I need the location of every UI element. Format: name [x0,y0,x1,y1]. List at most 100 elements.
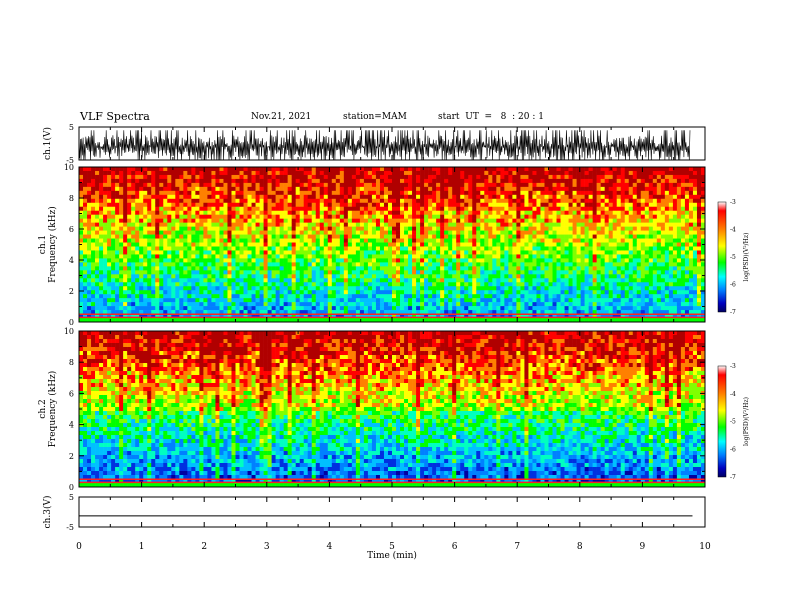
spectrogram-cell [488,254,493,259]
spectrogram-cell [375,174,381,180]
spectrogram-cell [135,278,140,283]
spectrogram-cell [400,286,405,291]
spectrogram-cell [540,262,545,267]
spectrogram-cell [275,178,280,184]
spectrogram-cell [319,250,325,255]
spectrogram-cell [159,262,164,267]
spectrogram-cell [528,174,533,180]
spectrogram-cell [552,226,557,231]
spectrogram-cell [291,190,296,196]
spectrogram-cell [416,310,421,315]
spectrogram-cell [243,198,248,204]
spectrogram-cell [363,306,369,311]
spectrogram-cell [299,302,305,307]
spectrogram-cell [159,270,164,275]
spectrogram-cell [99,266,104,271]
spectrogram-cell [259,250,264,255]
spectrogram-cell [99,194,104,200]
spectrogram-cell [151,306,156,311]
spectrogram-cell [584,222,589,227]
spectrogram-cell [79,218,84,223]
spectrogram-cell [480,226,485,231]
spectrogram-cell [331,174,337,180]
spectrogram-cell [155,314,160,319]
spectrogram-cell [183,266,188,271]
spectrogram-cell [323,174,329,180]
spectrogram-cell [291,266,296,271]
spectrogram-cell [392,258,397,263]
spectrogram-cell [355,234,361,239]
spectrogram-cell [139,202,144,208]
spectrogram-cell [155,186,160,192]
spectrogram-cell [387,170,393,176]
spectrogram-cell [371,254,377,259]
spectrogram-cell [207,294,212,299]
spectrogram-cell [371,278,377,283]
spectrogram-cell [532,202,537,208]
spectrogram-cell [147,167,152,172]
spectrogram-cell [139,262,144,267]
spectrogram-cell [424,266,429,271]
spectrogram-cell [191,198,196,204]
spectrogram-cell [440,206,445,212]
spectrogram-cell [343,170,349,176]
spectrogram-cell [147,242,152,247]
spectrogram-cell [211,318,216,323]
spectrogram-cell [564,206,569,212]
spectrogram-cell [448,206,453,212]
spectrogram-cell [436,258,441,263]
spectrogram-cell [299,170,305,176]
spectrogram-cell [488,282,493,287]
spectrogram-cell [111,294,116,299]
spectrogram-cell [131,210,136,215]
spectrogram-cell [103,294,108,299]
spectrogram-cell [115,246,120,251]
spectrogram-cell [512,274,517,279]
spectrogram-cell [496,298,501,303]
spectrogram-cell [263,218,268,223]
spectrogram-cell [536,254,541,259]
spectrogram-cell [576,186,581,192]
spectrogram-cell [223,318,228,323]
spectrogram-cell [83,214,88,219]
spectrogram-cell [456,306,461,311]
spectrogram-cell [135,266,140,271]
spectrogram-cell [404,282,409,287]
spectrogram-cell [496,314,501,319]
spectrogram-cell [159,258,164,263]
spectrogram-cell [83,242,88,247]
spectrogram-cell [508,210,513,215]
spectrogram-cell [239,202,244,208]
spectrogram-cell [508,170,513,176]
spectrogram-cell [492,318,497,323]
spectrogram-cell [440,270,445,275]
spectrogram-cell [472,167,477,172]
spectrogram-cell [87,174,92,180]
spectrogram-cell [195,202,200,208]
spectrogram-cell [508,214,513,219]
spectrogram-cell [215,202,220,208]
spectrogram-cell [235,302,240,307]
spectrogram-cell [528,294,533,299]
spectrogram-cell [568,250,573,255]
spectrogram-cell [311,182,317,188]
spectrogram-cell [572,262,577,267]
spectrogram-cell [95,278,100,283]
spectrogram-cell [111,238,116,243]
spectrogram-cell [468,222,473,227]
spectrogram-cell [512,167,517,172]
spectrogram-cell [424,246,429,251]
spectrogram-cell [267,274,272,279]
spectrogram-cell [199,206,204,212]
spectrogram-cell [508,178,513,184]
spectrogram-cell [79,278,84,283]
spectrogram-cell [520,306,525,311]
spectrogram-cell [436,318,441,323]
spectrogram-cell [335,270,341,275]
spectrogram-cell [339,314,345,319]
spectrogram-cell [279,238,284,243]
spectrogram-cell [464,266,469,271]
spectrogram-cell [355,230,361,235]
spectrogram-cell [111,226,116,231]
spectrogram-cell [484,302,489,307]
